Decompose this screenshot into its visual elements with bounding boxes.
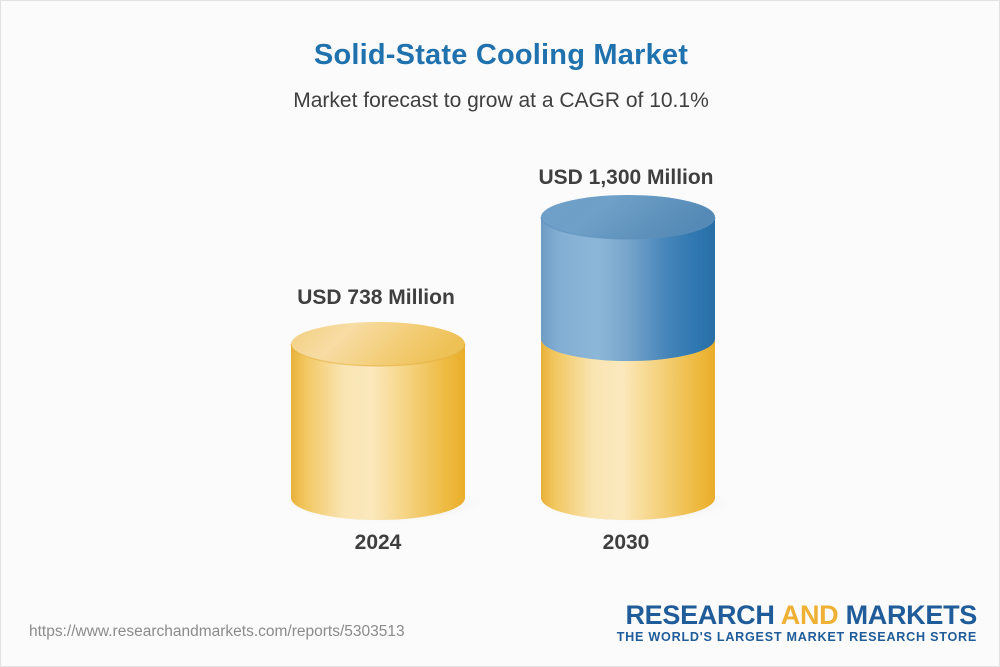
bar-cylinder-2030[interactable] [540, 195, 716, 520]
bar-2024-body [291, 344, 465, 520]
chart-plot-area: USD 738 Million USD 1,300 Million 2024 2… [1, 1, 999, 601]
logo-word-research: RESEARCH [625, 600, 775, 630]
value-label-2030: USD 1,300 Million [538, 166, 714, 189]
bar-2024-top-ellipse [291, 322, 465, 366]
category-label-2030: 2030 [602, 531, 650, 554]
page-title: Solid-State Cooling Market [313, 39, 689, 71]
logo-word-markets: MARKETS [845, 600, 978, 630]
bar-2030-blue-body [541, 217, 715, 361]
research-and-markets-logo[interactable]: RESEARCH AND MARKETS THE WORLD'S LARGEST… [616, 601, 978, 645]
value-label-2024: USD 738 Million [297, 286, 455, 309]
bar-2024-top-rim [290, 343, 466, 367]
cylinder-bars-svg [281, 195, 741, 524]
logo-wordmark: RESEARCH AND MARKETS [617, 601, 977, 629]
logo-tagline: THE WORLD'S LARGEST MARKET RESEARCH STOR… [616, 630, 977, 645]
bar-2030-yellow-body [541, 339, 715, 520]
logo-word-and: AND [780, 600, 839, 630]
page-subtitle: Market forecast to grow at a CAGR of 10.… [293, 89, 709, 112]
bar-cylinder-2024[interactable] [290, 322, 466, 520]
bar-2030-blue-top-ellipse [541, 195, 715, 239]
category-label-2024: 2024 [354, 531, 402, 554]
source-url[interactable]: https://www.researchandmarkets.com/repor… [29, 623, 405, 640]
bar-2030-blue-top-rim [540, 216, 716, 240]
